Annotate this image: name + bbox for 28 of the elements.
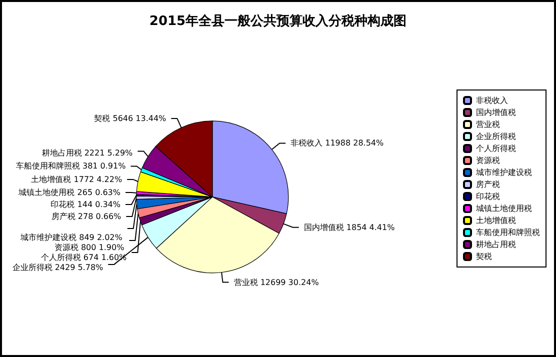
- legend-label: 房产税: [476, 180, 500, 189]
- data-label: 土地增值税 1772 4.22%: [31, 174, 122, 184]
- legend-label: 个人所得税: [476, 144, 516, 153]
- data-label: 资源税 800 1.90%: [54, 242, 125, 252]
- legend-label: 车船使用和牌照税: [476, 228, 540, 237]
- data-label: 房产税 278 0.66%: [51, 212, 122, 221]
- legend-label: 企业所得税: [476, 132, 516, 141]
- data-label: 城镇土地使用税 265 0.63%: [18, 188, 121, 197]
- legend-label: 耕地占用税: [476, 240, 516, 249]
- legend-label: 土地增值税: [476, 216, 516, 225]
- data-label: 国内增值税 1854 4.41%: [304, 222, 396, 232]
- data-label: 营业税 12699 30.24%: [234, 278, 320, 287]
- legend-label: 非税收入: [476, 96, 508, 105]
- chart-title: 2015年全县一般公共预算收入分税种构成图: [149, 13, 407, 29]
- data-label: 耕地占用税 2221 5.29%: [42, 148, 134, 158]
- data-label: 契税 5646 13.44%: [94, 114, 167, 123]
- data-label: 非税收入 11988 28.54%: [290, 138, 384, 148]
- legend-label: 印花税: [476, 192, 500, 201]
- data-label: 车船使用和牌照税 381 0.91%: [16, 162, 126, 171]
- legend-label: 城镇土地使用税: [475, 204, 532, 213]
- data-label: 城市维护建设税 849 2.02%: [20, 232, 123, 242]
- data-label: 企业所得税 2429 5.78%: [12, 262, 104, 272]
- data-label: 印花税 144 0.34%: [50, 200, 121, 209]
- legend-label: 城市维护建设税: [475, 168, 532, 177]
- legend-label: 国内增值税: [476, 108, 516, 117]
- legend-label: 资源税: [476, 156, 500, 165]
- legend-label: 契税: [476, 252, 492, 261]
- legend-label: 营业税: [476, 120, 500, 129]
